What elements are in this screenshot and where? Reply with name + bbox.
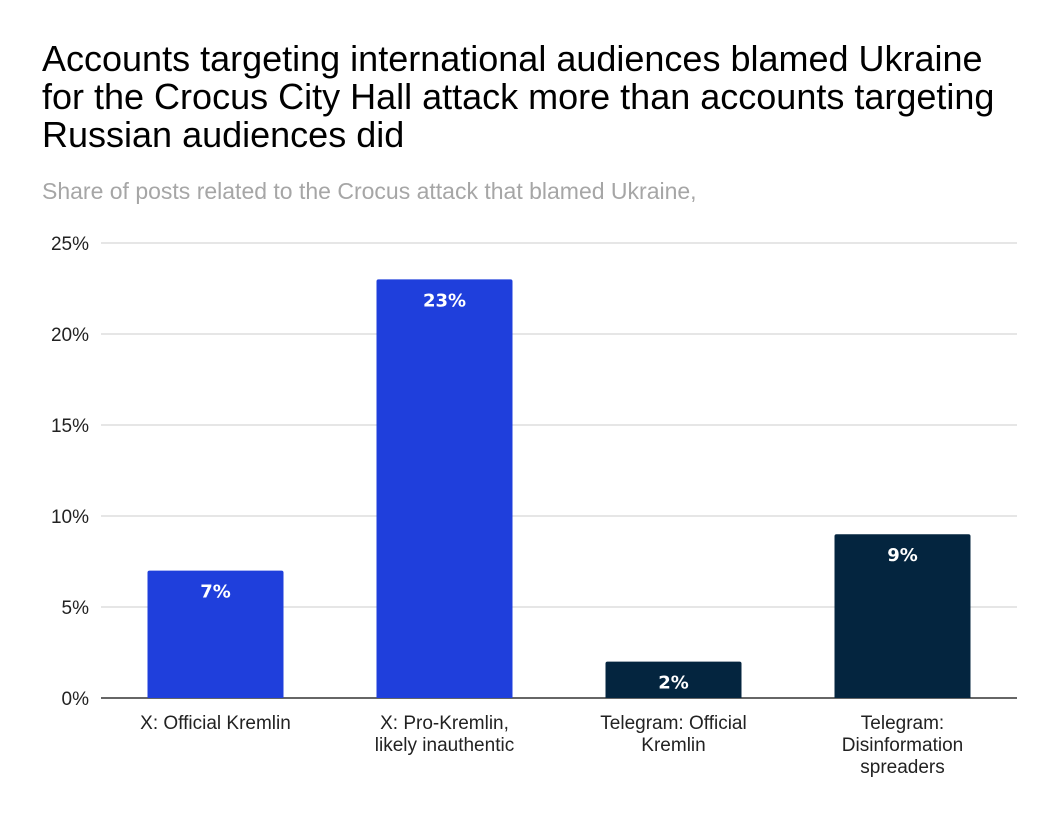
x-category-label-line: Telegram: Official: [600, 713, 746, 734]
bar-group: 23%: [376, 279, 513, 698]
x-category-label-line: X: Pro-Kremlin,: [380, 713, 509, 734]
x-category-label-line: Telegram:: [861, 713, 944, 734]
y-tick-label: 15%: [51, 416, 89, 437]
bar-data-label: 2%: [658, 673, 689, 694]
x-category-label-line: spreaders: [860, 757, 945, 778]
bar-data-label: 9%: [887, 545, 918, 566]
x-category-label: X: Pro-Kremlin, likely inauthentic: [375, 713, 514, 756]
y-axis-tick-labels: 0% 5% 10% 15% 20% 25%: [51, 234, 89, 710]
x-category-label-line: X: Official Kremlin: [140, 713, 291, 734]
x-category-label: X: Official Kremlin: [140, 713, 291, 734]
y-tick-label: 25%: [51, 234, 89, 255]
y-tick-label: 0%: [62, 689, 90, 710]
x-axis-category-labels: X: Official Kremlin X: Pro-Kremlin, likely…: [140, 713, 963, 778]
bar: [147, 570, 284, 698]
x-category-label-line: Disinformation: [842, 735, 963, 756]
x-category-label-line: likely inauthentic: [375, 735, 514, 756]
bars: 7% 23% 2% 9%: [147, 279, 971, 698]
y-tick-label: 10%: [51, 507, 89, 528]
bar-group: 9%: [834, 534, 971, 698]
x-category-label: Telegram: Official Kremlin: [600, 713, 746, 756]
bar-data-label: 23%: [423, 290, 466, 311]
bar: [605, 661, 742, 698]
y-tick-label: 5%: [62, 598, 90, 619]
bar-group: 2%: [605, 661, 742, 698]
y-tick-label: 20%: [51, 325, 89, 346]
bar: [376, 279, 513, 698]
x-category-label: Telegram: Disinformation spreaders: [842, 713, 963, 778]
bar: [834, 534, 971, 698]
chart-subtitle: Share of posts related to the Crocus att…: [42, 178, 697, 204]
x-category-label-line: Kremlin: [641, 735, 705, 756]
bar-group: 7%: [147, 570, 284, 698]
chart-title: Accounts targeting international audienc…: [42, 38, 995, 155]
bar-data-label: 7%: [200, 582, 231, 603]
